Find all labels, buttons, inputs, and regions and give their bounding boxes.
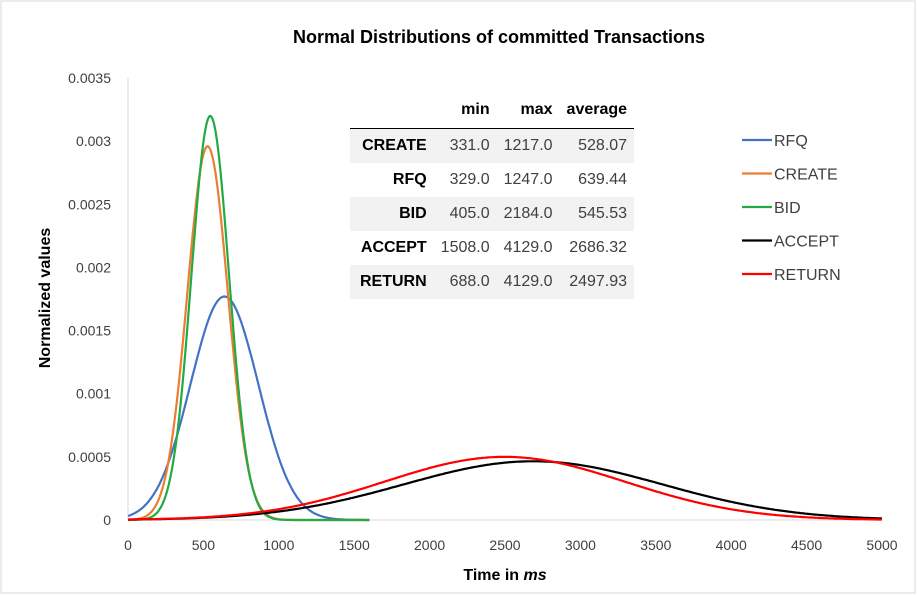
legend: RFQ CREATE BID ACCEPT RETURN: [742, 133, 841, 284]
stats-table-header: min max average: [350, 98, 635, 129]
x-tick-label: 3000: [565, 537, 596, 553]
y-tick-label: 0.0035: [68, 70, 111, 86]
stats-table-row: BID 405.0 2184.0 545.53: [350, 197, 635, 231]
stats-row-label: BID: [350, 197, 434, 231]
series-line-accept: [127, 460, 883, 521]
stats-header-cell: average: [559, 98, 635, 129]
legend-label-bid: BID: [774, 200, 801, 217]
stats-row-label: RETURN: [350, 265, 434, 299]
x-axis-title-unit: ms: [524, 567, 547, 584]
x-axis-title: Time in ms: [463, 567, 546, 584]
x-tick-label: 2500: [489, 537, 520, 553]
stats-cell: 2686.32: [569, 239, 628, 256]
y-axis-title: Normalized values: [37, 228, 54, 369]
series-group: [127, 114, 883, 522]
legend-label-return: RETURN: [774, 267, 841, 284]
x-tick-label: 2000: [414, 537, 445, 553]
x-tick-label: 1500: [339, 537, 370, 553]
x-tick-label: 4000: [716, 537, 747, 553]
stats-cell: 4129.0: [503, 239, 553, 256]
stats-cell: 2184.0: [496, 197, 560, 231]
stats-cell: 1247.0: [503, 171, 553, 188]
stats-cell: 1508.0: [440, 239, 490, 256]
stats-cell: 545.53: [559, 197, 635, 231]
stats-table-row: RFQ 329.0 1247.0 639.44: [350, 163, 634, 197]
stats-row-label: RFQ: [392, 171, 427, 188]
x-axis-title-prefix: Time in: [463, 567, 523, 584]
y-tick-label: 0: [103, 512, 111, 528]
stats-cell: 331.0: [433, 128, 497, 163]
stats-cell: 528.07: [559, 128, 635, 163]
x-tick-label: 5000: [866, 537, 897, 553]
x-tick-label: 1000: [263, 537, 294, 553]
chart-title: Normal Distributions of committed Transa…: [292, 27, 706, 47]
y-tick-label: 0.001: [76, 386, 111, 402]
y-tick-label: 0.002: [76, 259, 111, 275]
stats-table-row: ACCEPT 1508.0 4129.0 2686.32: [350, 231, 634, 265]
x-tick-label: 3500: [640, 537, 671, 553]
stats-cell: 4129.0: [496, 265, 560, 299]
series-line-bid: [128, 114, 370, 522]
stats-table-row: RETURN 688.0 4129.0 2497.93: [350, 265, 635, 299]
x-axis: 0 500 1000 1500 2000 2500 3000 3500 4000 4500 5000: [124, 519, 898, 553]
series-line-return: [128, 455, 882, 521]
stats-cell: 2497.93: [559, 265, 635, 299]
y-tick-label: 0.0005: [68, 449, 111, 465]
stats-header-cell: min: [433, 98, 497, 129]
stats-cell: 639.44: [578, 171, 628, 188]
legend-label-create: CREATE: [774, 167, 838, 184]
stats-row-label: CREATE: [350, 128, 434, 163]
series-line-rfq: [127, 295, 370, 522]
y-tick-label: 0.003: [76, 133, 111, 149]
legend-label-accept: ACCEPT: [774, 234, 839, 251]
stats-table-row: CREATE 331.0 1217.0 528.07: [350, 128, 635, 163]
legend-label-rfq: RFQ: [774, 133, 808, 150]
stats-table: min max average CREATE 331.0 1217.0 528.07 RFQ 3…: [350, 98, 635, 299]
stats-cell: 329.0: [449, 171, 490, 188]
stats-header-cell: [350, 98, 434, 129]
stats-cell: 1217.0: [496, 128, 560, 163]
x-tick-label: 0: [124, 537, 132, 553]
stats-row-label: ACCEPT: [360, 239, 427, 256]
y-tick-label: 0.0025: [68, 196, 111, 212]
x-tick-label: 4500: [791, 537, 822, 553]
stats-cell: 405.0: [433, 197, 497, 231]
x-tick-label: 500: [192, 537, 216, 553]
stats-cell: 688.0: [433, 265, 497, 299]
stats-header-cell: max: [496, 98, 560, 129]
y-axis: 0 0.0005 0.001 0.0015 0.002 0.0025 0.003 0.0035: [68, 70, 129, 528]
y-tick-label: 0.0015: [68, 323, 111, 339]
